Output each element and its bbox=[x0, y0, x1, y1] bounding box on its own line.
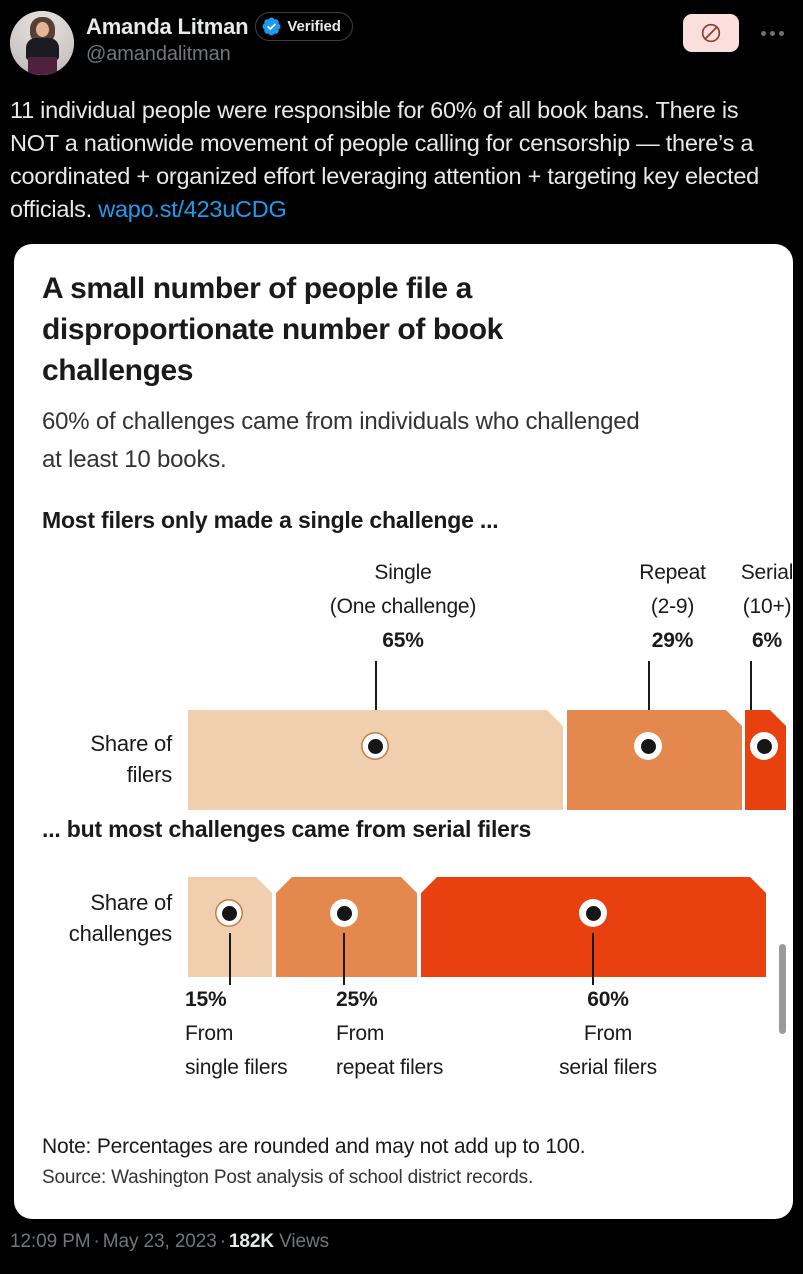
chart1-bars bbox=[42, 710, 765, 810]
chart2-bar-repeat[interactable] bbox=[276, 877, 417, 977]
more-options-button[interactable] bbox=[755, 16, 789, 50]
graphic-subtitle: 60% of challenges came from individuals … bbox=[42, 408, 640, 473]
chart1-heading: Most filers only made a single challenge… bbox=[42, 507, 499, 533]
header-actions bbox=[683, 8, 789, 52]
chart1-sub-repeat: (2-9) bbox=[650, 595, 695, 618]
verified-check-icon bbox=[262, 17, 281, 36]
chart1-bar-serial-fill bbox=[745, 710, 786, 810]
tweet-views-label: Views bbox=[279, 1231, 329, 1252]
tweet-date: May 23, 2023 bbox=[102, 1231, 217, 1252]
chart1-row-label-line1: Share of bbox=[90, 731, 172, 756]
chart2-leader-repeat bbox=[343, 933, 345, 985]
verified-badge-pill[interactable]: Verified bbox=[255, 12, 353, 41]
chart1-bar-single-fill bbox=[188, 710, 563, 810]
chart2-row-label-line1: Share of bbox=[90, 890, 172, 915]
chart1-bar-single[interactable] bbox=[188, 710, 563, 810]
chart1-sub-single: (One challenge) bbox=[329, 595, 477, 618]
chart1-label-single: Single (One challenge) 65% bbox=[238, 556, 568, 658]
chart2-bar-repeat-fill bbox=[276, 877, 417, 977]
chart2-dot-serial bbox=[579, 899, 607, 927]
chart1-dot-repeat bbox=[634, 732, 662, 760]
chart-share-of-filers: Single (One challenge) 65% Repeat (2-9) … bbox=[42, 538, 793, 768]
chart2-value-serial: 60% bbox=[587, 988, 629, 1011]
chart1-column-labels: Single (One challenge) 65% Repeat (2-9) … bbox=[42, 556, 793, 676]
chart2-value-repeat: 25% bbox=[336, 988, 378, 1011]
chart1-value-repeat: 29% bbox=[651, 629, 694, 652]
chart2-from-single-line2: single filers bbox=[185, 1056, 288, 1079]
chart1-cat-single: Single bbox=[374, 561, 432, 584]
chart1-dot-single bbox=[361, 732, 389, 760]
chart1-leader-repeat bbox=[648, 661, 650, 710]
block-button[interactable] bbox=[683, 14, 739, 52]
chart2-label-single: 15% From single filers bbox=[185, 983, 288, 1085]
chart1-bar-serial[interactable] bbox=[745, 710, 786, 810]
chart1-row-label: Share of filers bbox=[42, 728, 172, 790]
chart2-value-single: 15% bbox=[185, 988, 227, 1011]
tweet-footer: 12:09 PM · May 23, 2023 · 182K Views bbox=[0, 1219, 803, 1253]
chart2-leader-single bbox=[229, 933, 231, 985]
chart2-leader-serial bbox=[592, 933, 594, 985]
chart1-dot-serial bbox=[750, 732, 778, 760]
chart1-leader-single bbox=[375, 661, 377, 710]
chart2-dot-repeat bbox=[330, 899, 358, 927]
chart1-label-repeat: Repeat (2-9) 29% bbox=[579, 556, 766, 658]
chart2-from-single-line1: From bbox=[185, 1022, 234, 1045]
tweet-link[interactable]: wapo.st/423uCDG bbox=[98, 196, 287, 222]
chart2-bar-serial-fill bbox=[421, 877, 766, 977]
tweet-views-count: 182K bbox=[228, 1231, 274, 1252]
graphic-footnotes: Note: Percentages are rounded and may no… bbox=[42, 1131, 586, 1193]
chart1-bar-repeat-fill bbox=[567, 710, 742, 810]
chart2-row-label-line2: challenges bbox=[68, 921, 172, 946]
chart2-from-repeat-line1: From bbox=[336, 1022, 385, 1045]
avatar-photo-top bbox=[26, 38, 59, 60]
footer-separator-1: · bbox=[93, 1231, 100, 1252]
graphic-title: A small number of people file a dispropo… bbox=[42, 272, 503, 387]
chart1-row-label-line2: filers bbox=[126, 762, 172, 787]
chart1-bar-repeat[interactable] bbox=[567, 710, 742, 810]
tweet-body-text: 11 individual people were responsible fo… bbox=[0, 84, 803, 232]
more-options-icon bbox=[760, 30, 784, 36]
author-display-name[interactable]: Amanda Litman bbox=[86, 13, 249, 39]
chart2-dot-single bbox=[215, 899, 243, 927]
chart1-cat-repeat: Repeat bbox=[639, 561, 706, 584]
block-circle-slash-icon bbox=[701, 23, 721, 43]
chart1-leader-serial bbox=[750, 661, 752, 710]
chart1-label-serial: Serial (10+) 6% bbox=[674, 556, 793, 658]
chart1-value-single: 65% bbox=[382, 629, 424, 652]
chart1-sub-serial: (10+) bbox=[742, 595, 792, 618]
chart1-value-serial: 6% bbox=[752, 629, 782, 652]
avatar[interactable] bbox=[10, 11, 74, 75]
author-name-block: Amanda Litman Verified @amandalitman bbox=[86, 8, 683, 66]
chart1-cat-serial: Serial bbox=[740, 561, 793, 584]
footer-separator-2: · bbox=[219, 1231, 226, 1252]
verified-label: Verified bbox=[287, 18, 341, 35]
graphic-note: Note: Percentages are rounded and may no… bbox=[42, 1135, 586, 1158]
avatar-photo-face bbox=[36, 22, 49, 37]
chart-share-of-challenges: Share of challenges bbox=[42, 855, 765, 1115]
card-scrollbar-thumb[interactable] bbox=[779, 944, 786, 1034]
author-name-row: Amanda Litman Verified bbox=[86, 12, 683, 41]
chart2-label-repeat: 25% From repeat filers bbox=[336, 983, 443, 1085]
chart2-from-repeat-line2: repeat filers bbox=[336, 1056, 444, 1079]
graphic-content: A small number of people file a dispropo… bbox=[14, 244, 793, 1219]
chart2-heading: ... but most challenges came from serial… bbox=[42, 816, 532, 842]
chart2-row-label: Share of challenges bbox=[42, 887, 172, 949]
chart2-bar-serial[interactable] bbox=[421, 877, 766, 977]
chart2-bars bbox=[42, 877, 765, 977]
chart2-label-serial: 60% From serial filers bbox=[533, 983, 683, 1085]
tweet-time: 12:09 PM bbox=[10, 1231, 91, 1252]
embedded-graphic-card[interactable]: A small number of people file a dispropo… bbox=[14, 244, 793, 1219]
graphic-source: Source: Washington Post analysis of scho… bbox=[42, 1167, 534, 1188]
tweet-header: Amanda Litman Verified @amandalitman bbox=[0, 0, 803, 84]
author-handle[interactable]: @amandalitman bbox=[86, 43, 231, 65]
avatar-photo-skirt bbox=[28, 57, 57, 75]
chart2-from-serial-line2: serial filers bbox=[559, 1056, 657, 1079]
chart2-from-serial-line1: From bbox=[583, 1022, 633, 1045]
tweet-text-content: 11 individual people were responsible fo… bbox=[10, 97, 760, 222]
